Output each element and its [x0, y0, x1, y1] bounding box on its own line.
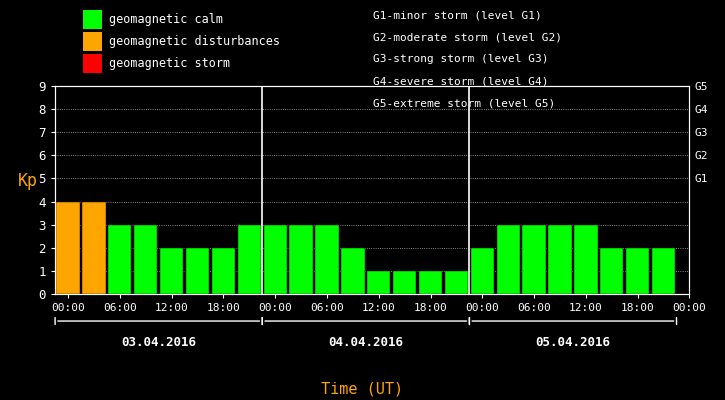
- Bar: [289, 225, 312, 294]
- Bar: [367, 271, 390, 294]
- Bar: [263, 225, 287, 294]
- Text: 05.04.2016: 05.04.2016: [536, 336, 610, 349]
- Text: G5-extreme storm (level G5): G5-extreme storm (level G5): [373, 98, 555, 108]
- Bar: [57, 202, 80, 294]
- Text: geomagnetic calm: geomagnetic calm: [109, 13, 223, 26]
- Bar: [626, 248, 650, 294]
- Text: geomagnetic storm: geomagnetic storm: [109, 57, 230, 70]
- Text: Time (UT): Time (UT): [321, 381, 404, 396]
- Text: G2-moderate storm (level G2): G2-moderate storm (level G2): [373, 32, 563, 42]
- Bar: [600, 248, 624, 294]
- Bar: [238, 225, 261, 294]
- Bar: [82, 202, 106, 294]
- Text: G1-minor storm (level G1): G1-minor storm (level G1): [373, 10, 542, 20]
- Text: G4-severe storm (level G4): G4-severe storm (level G4): [373, 76, 549, 86]
- Y-axis label: Kp: Kp: [17, 172, 38, 190]
- Bar: [419, 271, 442, 294]
- Bar: [471, 248, 494, 294]
- Bar: [186, 248, 209, 294]
- Bar: [574, 225, 597, 294]
- Bar: [315, 225, 339, 294]
- Bar: [341, 248, 365, 294]
- Bar: [160, 248, 183, 294]
- Bar: [444, 271, 468, 294]
- Bar: [523, 225, 546, 294]
- Bar: [108, 225, 131, 294]
- Text: geomagnetic disturbances: geomagnetic disturbances: [109, 35, 280, 48]
- Text: 03.04.2016: 03.04.2016: [121, 336, 196, 349]
- Bar: [497, 225, 520, 294]
- Bar: [393, 271, 416, 294]
- Text: G3-strong storm (level G3): G3-strong storm (level G3): [373, 54, 549, 64]
- Bar: [548, 225, 571, 294]
- Bar: [212, 248, 235, 294]
- Text: 04.04.2016: 04.04.2016: [328, 336, 403, 349]
- Bar: [134, 225, 157, 294]
- Bar: [652, 248, 675, 294]
